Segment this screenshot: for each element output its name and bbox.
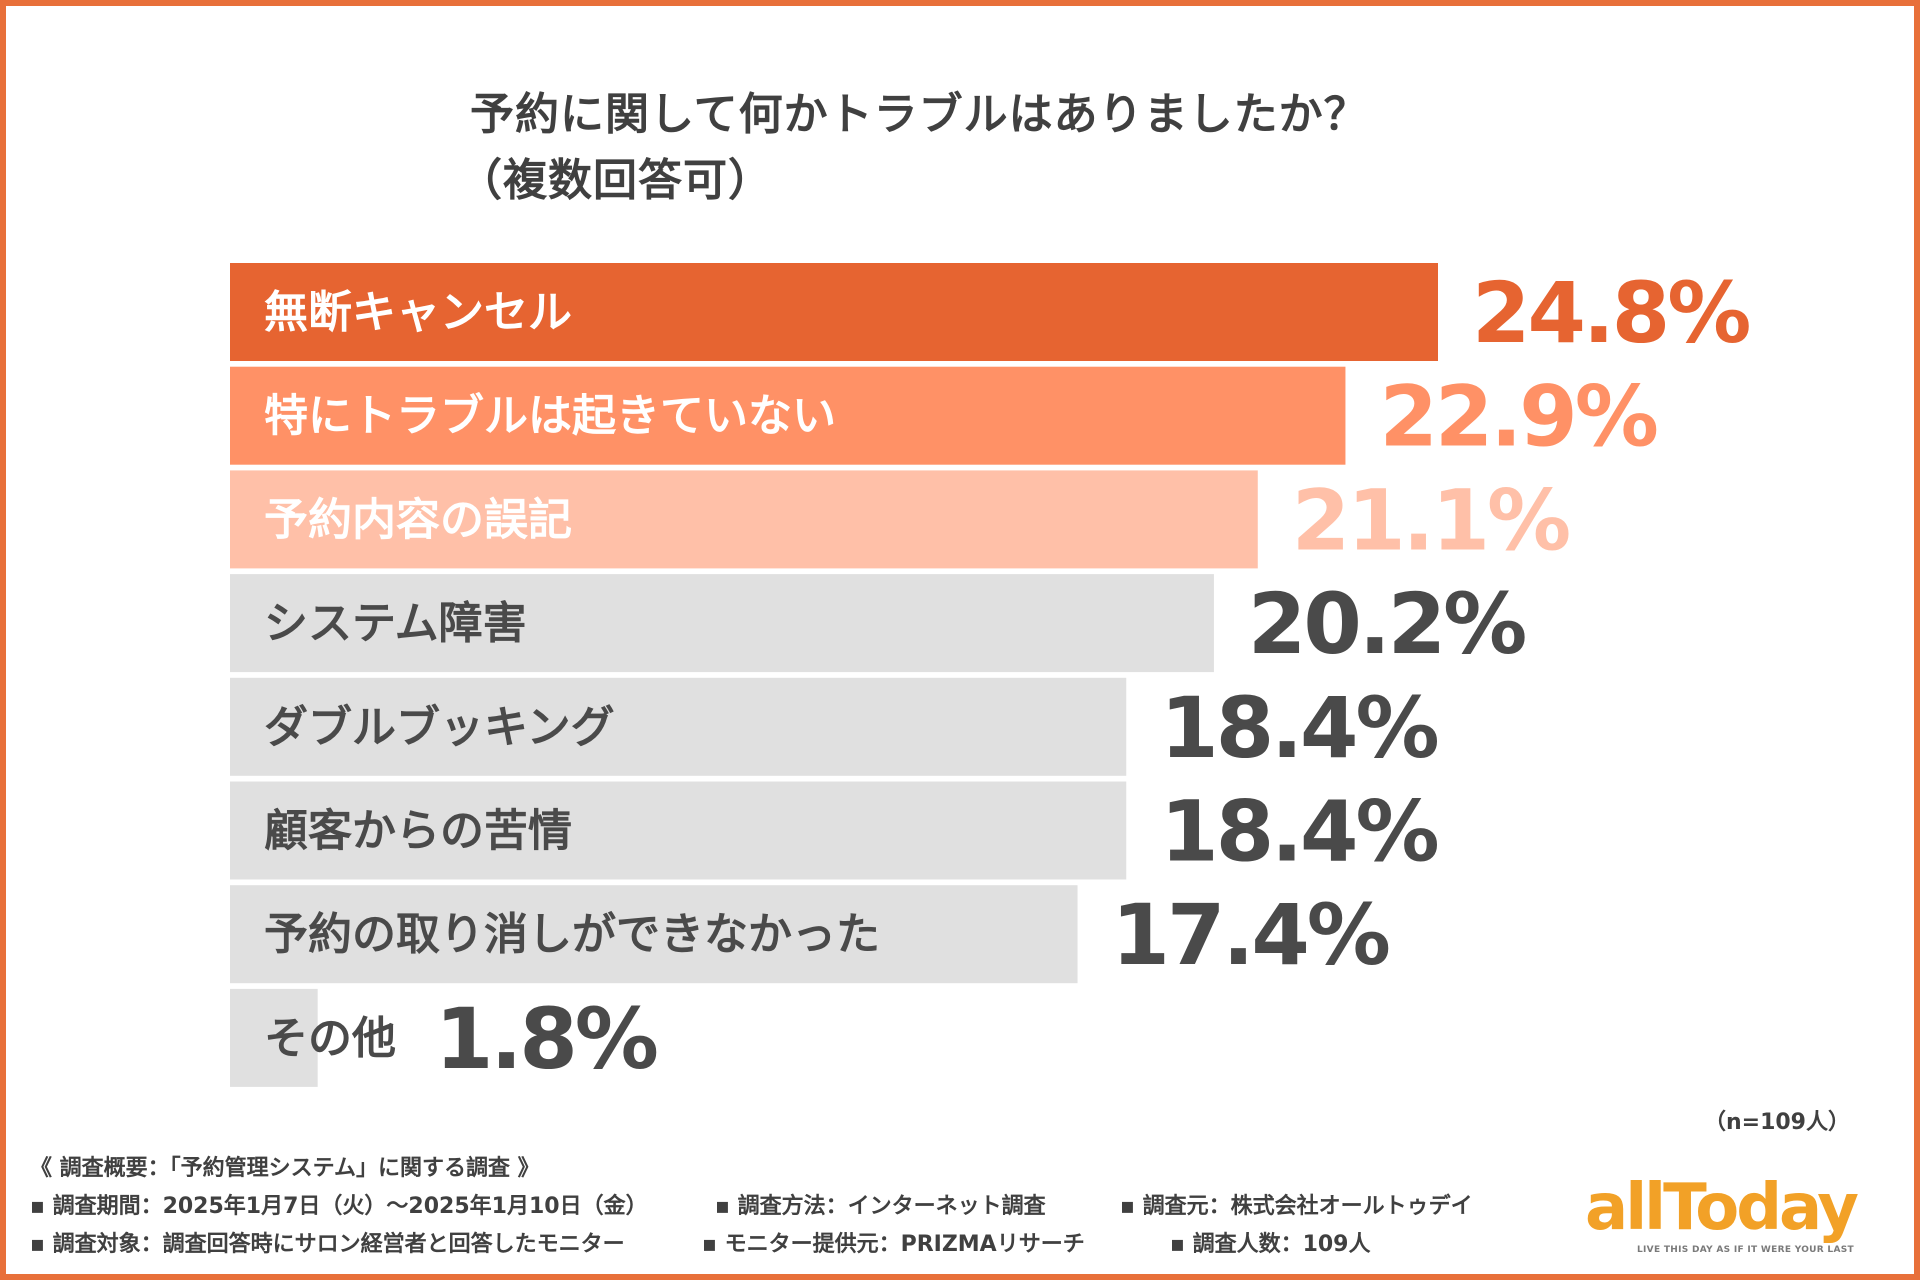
value-label-7: 17.4% <box>1112 886 1389 984</box>
value-label-5: 18.4% <box>1160 679 1437 777</box>
chart-title-block: 予約に関して何かトラブルはありましたか？ （複数回答可） <box>458 82 1369 214</box>
value-label-3: 21.1% <box>1292 471 1569 569</box>
value-label-6: 18.4% <box>1160 783 1437 881</box>
logo-tagline: LIVE THIS DAY AS IF IT WERE YOUR LAST <box>1637 1245 1854 1255</box>
sample-size: （n=109人） <box>1703 1110 1850 1135</box>
bar-2 <box>230 366 1346 465</box>
value-label-1: 24.8% <box>1472 264 1749 362</box>
bar-4 <box>230 574 1214 673</box>
alltoday-logo: allToday LIVE THIS DAY AS IF IT WERE YOU… <box>1585 1171 1885 1255</box>
survey-method: ▪ 調査方法：インターネット調査 <box>715 1194 1046 1219</box>
bar-5 <box>230 677 1127 776</box>
bar-label-8: その他 <box>264 1013 396 1064</box>
survey-heading: 《 調査概要：「予約管理システム」に関する調査 》 <box>30 1156 540 1181</box>
logo-wordmark: allToday <box>1585 1171 1859 1245</box>
bar-8 <box>230 988 318 1087</box>
survey-source: ▪ 調査元：株式会社オールトゥデイ <box>1120 1194 1473 1219</box>
chart-title: 予約に関して何かトラブルはありましたか？ <box>470 89 1369 140</box>
survey-provider: ▪ モニター提供元：PRIZMAリサーチ <box>702 1232 1085 1257</box>
survey-period: ▪ 調査期間：2025年1月7日（火）～2025年1月10日（金） <box>30 1194 648 1219</box>
bar-label-2: 特にトラブルは起きていない <box>264 391 836 442</box>
chart-subtitle: （複数回答可） <box>458 155 773 206</box>
survey-target: ▪ 調査対象：調査回答時にサロン経営者と回答したモニター <box>30 1232 625 1257</box>
bar-6 <box>230 781 1127 880</box>
value-label-2: 22.9% <box>1379 368 1656 466</box>
bar-label-5: ダブルブッキング <box>264 702 615 753</box>
bar-label-3: 予約内容の誤記 <box>264 494 572 545</box>
survey-count: ▪ 調査人数：109人 <box>1170 1232 1371 1257</box>
value-label-4: 20.2% <box>1248 575 1525 673</box>
bar-label-4: システム障害 <box>264 598 527 649</box>
bar-3 <box>230 470 1258 569</box>
bar-label-7: 予約の取り消しができなかった <box>264 909 880 960</box>
bar-1 <box>230 263 1438 361</box>
bar-7 <box>230 885 1078 984</box>
value-label-8: 1.8% <box>435 990 657 1088</box>
bar-label-6: 顧客からの苦情 <box>264 806 572 857</box>
bar-label-1: 無断キャンセル <box>264 287 572 338</box>
